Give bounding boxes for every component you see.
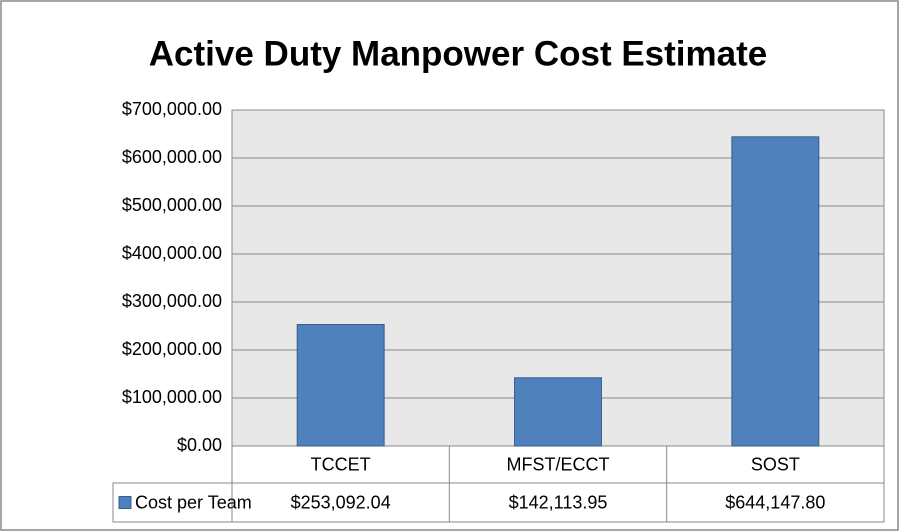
y-tick-label: $100,000.00	[122, 387, 222, 407]
legend-swatch	[118, 496, 132, 509]
chart-title: Active Duty Manpower Cost Estimate	[149, 34, 767, 73]
y-tick-label: $200,000.00	[122, 339, 222, 359]
y-tick-label: $600,000.00	[122, 147, 222, 167]
data-table-value: $142,113.95	[509, 492, 608, 512]
y-tick-label: $500,000.00	[122, 195, 222, 215]
y-tick-label: $400,000.00	[122, 243, 222, 263]
y-tick-label: $700,000.00	[122, 99, 222, 119]
x-tick-label: TCCET	[311, 454, 371, 474]
bar	[296, 324, 385, 447]
y-tick-label: $300,000.00	[122, 291, 222, 311]
x-tick-label: SOST	[751, 454, 800, 474]
legend-label: Cost per Team	[135, 492, 252, 512]
data-table-value: $644,147.80	[725, 492, 825, 512]
data-table-value: $253,092.04	[291, 492, 391, 512]
bar	[731, 136, 820, 447]
x-tick-label: MFST/ECCT	[507, 454, 610, 474]
bar	[514, 377, 602, 447]
y-tick-label: $0.00	[177, 435, 222, 455]
